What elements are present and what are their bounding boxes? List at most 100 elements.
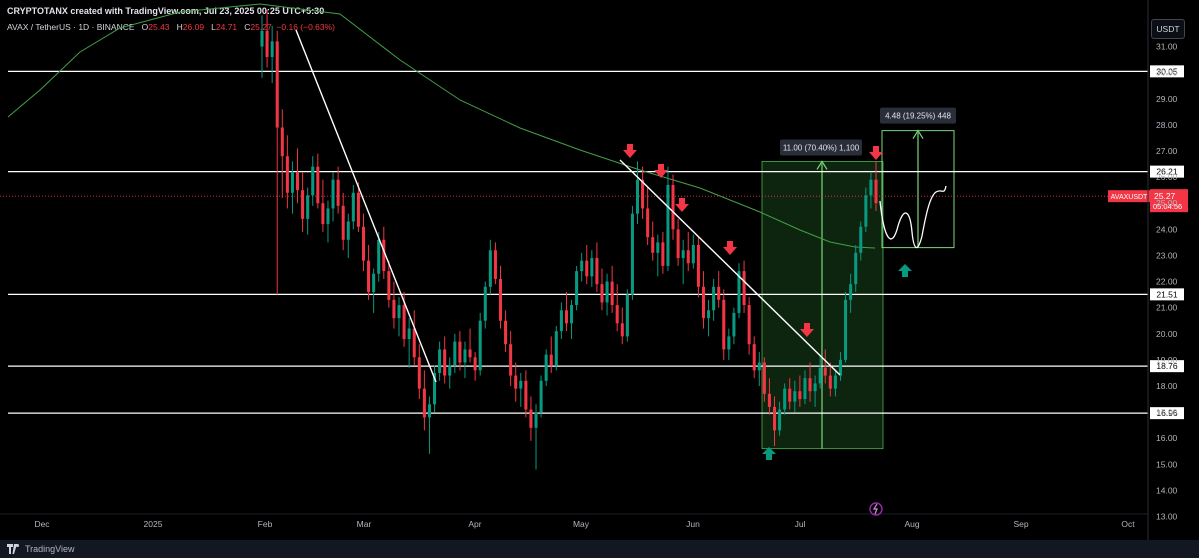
candle-body: [757, 362, 761, 371]
candle-body: [529, 409, 533, 428]
moving-average-line: [7, 3, 876, 249]
y-tick-label: 24.00: [1156, 224, 1178, 234]
chart-caption: CRYPTOTANX created with TradingView.com,…: [7, 6, 325, 16]
candle-body: [686, 250, 690, 264]
y-tick-label: 15.00: [1156, 459, 1178, 469]
candle-body: [427, 404, 431, 418]
time-axis[interactable]: Dec 2025 Feb Mar Apr May Jun Jul Aug Sep Oct: [0, 502, 1148, 529]
candle-body: [767, 393, 771, 407]
candle-body: [844, 299, 848, 360]
x-tick-label: Mar: [357, 519, 372, 529]
x-tick-label: Feb: [258, 519, 273, 529]
candle-body: [509, 344, 513, 376]
candle-body: [331, 179, 335, 209]
high-label: H: [176, 22, 183, 32]
candle-body: [717, 286, 721, 300]
candle-body: [468, 349, 472, 358]
event-icon: [869, 502, 883, 516]
candle-body: [463, 349, 467, 363]
x-tick-label: Oct: [1121, 519, 1135, 529]
candle-body: [630, 213, 634, 295]
candle-body: [656, 242, 660, 253]
footer-bar: TradingView: [0, 540, 1199, 558]
candle-body: [595, 258, 599, 285]
event-icon-bolt: [872, 503, 878, 515]
measure-arrowhead-2: [912, 129, 924, 139]
candle-body: [823, 367, 827, 376]
level-tag: [1150, 165, 1184, 178]
sell-arrow-icon: [623, 144, 637, 158]
candle-body: [676, 229, 680, 259]
measure-label-bg-1: [780, 139, 862, 156]
candle-body: [808, 378, 812, 392]
candle-body: [316, 166, 320, 204]
candle-body: [849, 284, 853, 300]
candle-body: [666, 184, 670, 266]
candle-body: [336, 179, 340, 206]
candle-body: [707, 310, 711, 319]
candle-body: [635, 179, 640, 214]
candle-body: [732, 312, 736, 337]
y-tick-label: 30.00: [1156, 68, 1178, 78]
candle-body: [519, 380, 523, 389]
candle-body: [443, 349, 447, 376]
candle-body: [646, 208, 650, 238]
candle-body: [788, 388, 792, 402]
candle-body: [874, 179, 878, 204]
candle-body: [417, 357, 421, 389]
candle-body: [407, 328, 411, 339]
level-tag-label: 30.05: [1156, 66, 1178, 76]
candle-body: [803, 378, 807, 400]
price-axis[interactable]: 13.00 14.00 15.00 16.00 17.00 18.00 19.00 20.00…: [1147, 0, 1178, 540]
candle-body: [544, 354, 548, 381]
candle-body: [346, 221, 350, 240]
y-tick-label: 29.00: [1156, 94, 1178, 104]
buy-arrow-icon: [762, 447, 776, 460]
candle-body: [833, 375, 837, 389]
x-tick-label: Sep: [1013, 519, 1028, 529]
candle-body: [554, 331, 558, 366]
price-chart[interactable]: 11.00 (70.40%) 1,100 4.48 (19.25%) 448 30…: [0, 0, 1199, 540]
candle-body: [539, 380, 543, 413]
price-tag: [1150, 189, 1188, 213]
candle-body: [504, 320, 508, 345]
candle-body: [478, 320, 482, 371]
candle-body: [559, 310, 563, 332]
y-tick-label: 19.00: [1156, 355, 1178, 365]
candle-body: [260, 30, 264, 47]
candle-body: [402, 305, 406, 339]
open-value: 25.43: [148, 22, 170, 32]
candle-body: [438, 349, 442, 373]
high-value: 26.09: [182, 22, 205, 32]
level-tag: [1150, 407, 1184, 420]
trendline-1: [295, 29, 437, 383]
candle-body: [377, 239, 381, 274]
candle-body: [392, 299, 396, 319]
candle-body: [580, 260, 584, 272]
projection-path: [879, 185, 947, 249]
x-tick-label: Apr: [468, 519, 481, 529]
y-tick-label: 28.00: [1156, 120, 1178, 130]
candle-body: [798, 391, 802, 400]
candle-body: [483, 286, 487, 321]
candle-body: [600, 284, 604, 303]
candle-body: [641, 179, 645, 209]
y-tick-label: 21.00: [1156, 303, 1178, 313]
candle-body: [367, 260, 371, 292]
currency-button[interactable]: USDT: [1151, 19, 1185, 39]
candle-body: [605, 281, 609, 303]
y-tick-label: 13.00: [1156, 512, 1178, 522]
y-tick-label: 22.00: [1156, 277, 1178, 287]
level-tag-label: 18.76: [1156, 361, 1178, 371]
candle-body: [838, 359, 843, 376]
range-box-layer: 11.00 (70.40%) 1,100 4.48 (19.25%) 448: [761, 107, 956, 450]
candle-body: [488, 250, 492, 287]
candle-body: [280, 127, 284, 157]
candle-body: [356, 192, 360, 227]
candle-body: [681, 250, 685, 259]
x-tick-label: Dec: [34, 519, 50, 529]
candle-body: [275, 41, 279, 128]
y-tick-label: 31.00: [1156, 42, 1178, 52]
candle-body: [671, 184, 675, 230]
candle-body: [301, 190, 305, 219]
